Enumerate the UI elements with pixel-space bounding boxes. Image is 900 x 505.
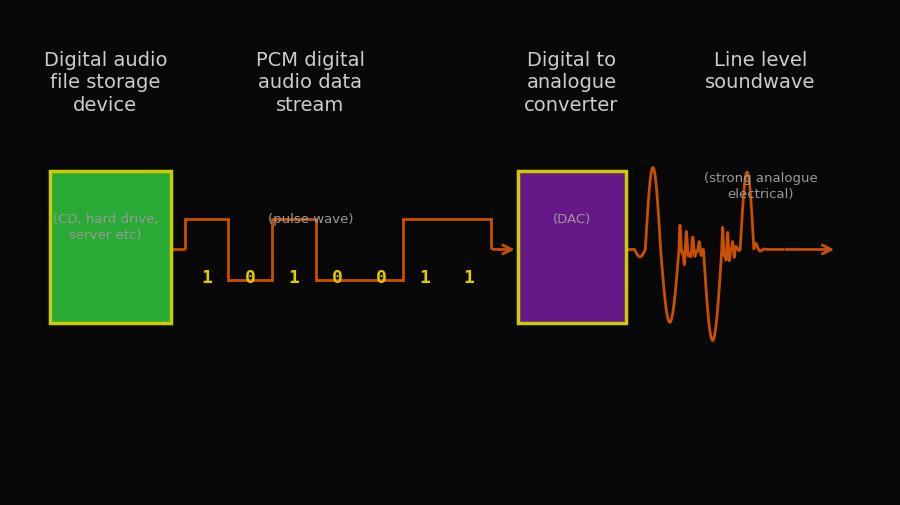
Text: PCM digital
audio data
stream: PCM digital audio data stream: [256, 50, 365, 115]
Text: (strong analogue
electrical): (strong analogue electrical): [704, 172, 817, 200]
Bar: [50, 172, 171, 323]
Text: (CD, hard drive,
server etc): (CD, hard drive, server etc): [52, 212, 158, 241]
Text: (pulse wave): (pulse wave): [268, 212, 353, 225]
Text: Digital to
analogue
converter: Digital to analogue converter: [525, 50, 618, 115]
Text: 1: 1: [419, 269, 430, 287]
Text: Line level
soundwave: Line level soundwave: [706, 50, 815, 92]
Text: Digital audio
file storage
device: Digital audio file storage device: [43, 50, 167, 115]
Text: 0: 0: [376, 269, 387, 287]
Text: 1: 1: [288, 269, 299, 287]
Text: 1: 1: [464, 269, 474, 287]
Bar: [518, 172, 626, 323]
Text: 0: 0: [332, 269, 343, 287]
Text: 0: 0: [245, 269, 256, 287]
Text: (DAC): (DAC): [553, 212, 590, 225]
Text: 1: 1: [201, 269, 212, 287]
